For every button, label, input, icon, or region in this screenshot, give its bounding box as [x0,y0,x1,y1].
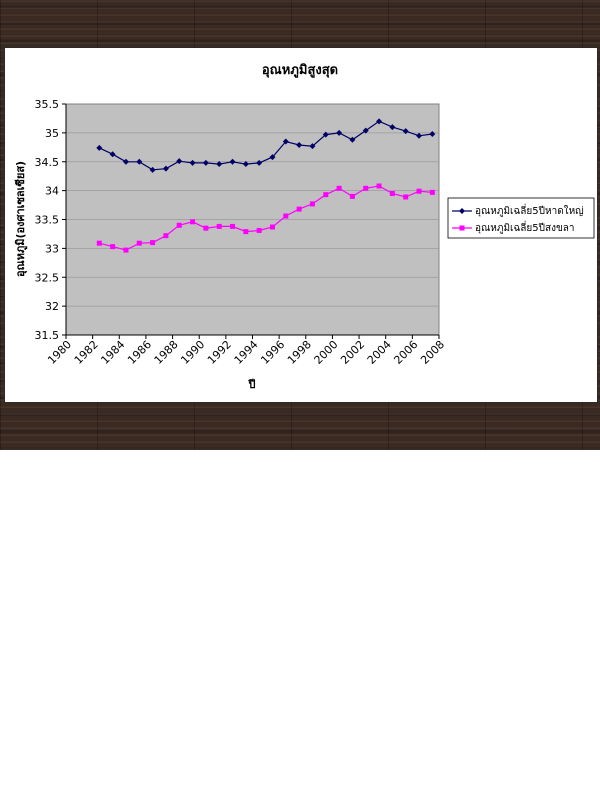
legend-marker-series-2 [459,225,465,231]
legend-label-series-2: อุณหภูมิเฉลี่ย5ปีสงขลา [475,220,575,234]
x-tick-label: 1984 [98,338,127,367]
y-tick-label: 31.5 [35,329,60,342]
data-point [362,127,369,134]
data-point [123,247,129,253]
data-point [403,194,409,200]
y-axis-ticks: 31.5 32 32.5 33 33.5 34 34.5 35 35.5 [35,98,66,342]
data-point [283,213,289,219]
x-axis-label: ปี [247,378,255,391]
data-point [202,159,209,166]
data-point [416,188,422,194]
data-point [176,158,183,165]
data-point [349,136,356,143]
x-tick-label: 1996 [258,338,287,367]
x-tick-label: 2004 [365,338,394,367]
data-point [256,159,263,166]
y-tick-label: 33 [45,242,59,255]
x-tick-label: 2008 [418,338,447,367]
x-tick-label: 1998 [285,338,314,367]
data-point [336,129,343,136]
data-point [389,124,396,131]
data-point [189,159,196,166]
data-point [322,131,329,138]
data-point [349,193,355,199]
data-point [429,189,435,195]
x-tick-label: 1992 [205,338,234,367]
data-point [269,224,275,230]
data-point [416,132,423,139]
data-point [229,158,236,165]
y-tick-label: 35 [45,127,59,140]
x-tick-label: 2000 [312,338,341,367]
data-point [190,219,196,225]
data-point [296,206,302,212]
x-tick-label: 1986 [125,338,154,367]
x-tick-label: 1994 [232,338,261,367]
data-point [389,191,395,197]
x-tick-label: 1988 [152,338,181,367]
data-point [149,166,156,173]
data-point [323,192,329,198]
data-point [242,161,249,168]
data-point [376,118,383,125]
x-tick-label: 2006 [391,338,420,367]
data-point [136,240,142,246]
data-point [309,143,316,150]
data-point [96,144,103,151]
data-point [162,165,169,172]
data-point [96,240,102,246]
legend-marker-series-1 [459,208,465,214]
data-point [269,154,276,161]
data-point [363,185,369,191]
chart-title: อุณหภูมิสูงสุด [262,63,338,78]
data-point [216,161,223,168]
data-point [122,158,129,165]
grid-lines [66,132,439,307]
data-point [109,151,116,158]
y-tick-label: 32.5 [35,271,60,284]
data-point [296,142,303,149]
y-tick-label: 33.5 [35,214,60,227]
data-point [309,201,315,207]
x-tick-label: 2002 [338,338,367,367]
data-point [150,240,156,246]
legend: อุณหภูมิเฉลี่ย5ปีหาดใหญ่ อุณหภูมิเฉลี่ย5… [447,197,595,239]
data-point [282,138,289,145]
data-point [429,131,436,138]
data-point [230,223,236,229]
y-tick-label: 34 [45,185,59,198]
data-point [163,233,169,239]
data-point [176,222,182,228]
data-point [336,185,342,191]
x-tick-label: 1990 [178,338,207,367]
data-point [243,229,249,235]
data-point [203,225,209,231]
y-tick-label: 34.5 [35,156,60,169]
y-tick-label: 32 [45,300,59,313]
data-point [256,227,262,233]
y-axis-label: อุณหภูมิ(องศาเซลเซียส) [14,161,28,277]
x-tick-label: 1980 [45,338,74,367]
data-point [376,183,382,189]
x-tick-label: 1982 [72,338,101,367]
data-point [402,128,409,135]
legend-label-series-1: อุณหภูมิเฉลี่ย5ปีหาดใหญ่ [475,203,584,217]
data-point [216,223,222,229]
y-tick-label: 35.5 [35,98,60,111]
legend-box [447,197,595,239]
data-point [136,158,143,165]
series-markers [96,118,436,253]
data-point [110,244,116,250]
